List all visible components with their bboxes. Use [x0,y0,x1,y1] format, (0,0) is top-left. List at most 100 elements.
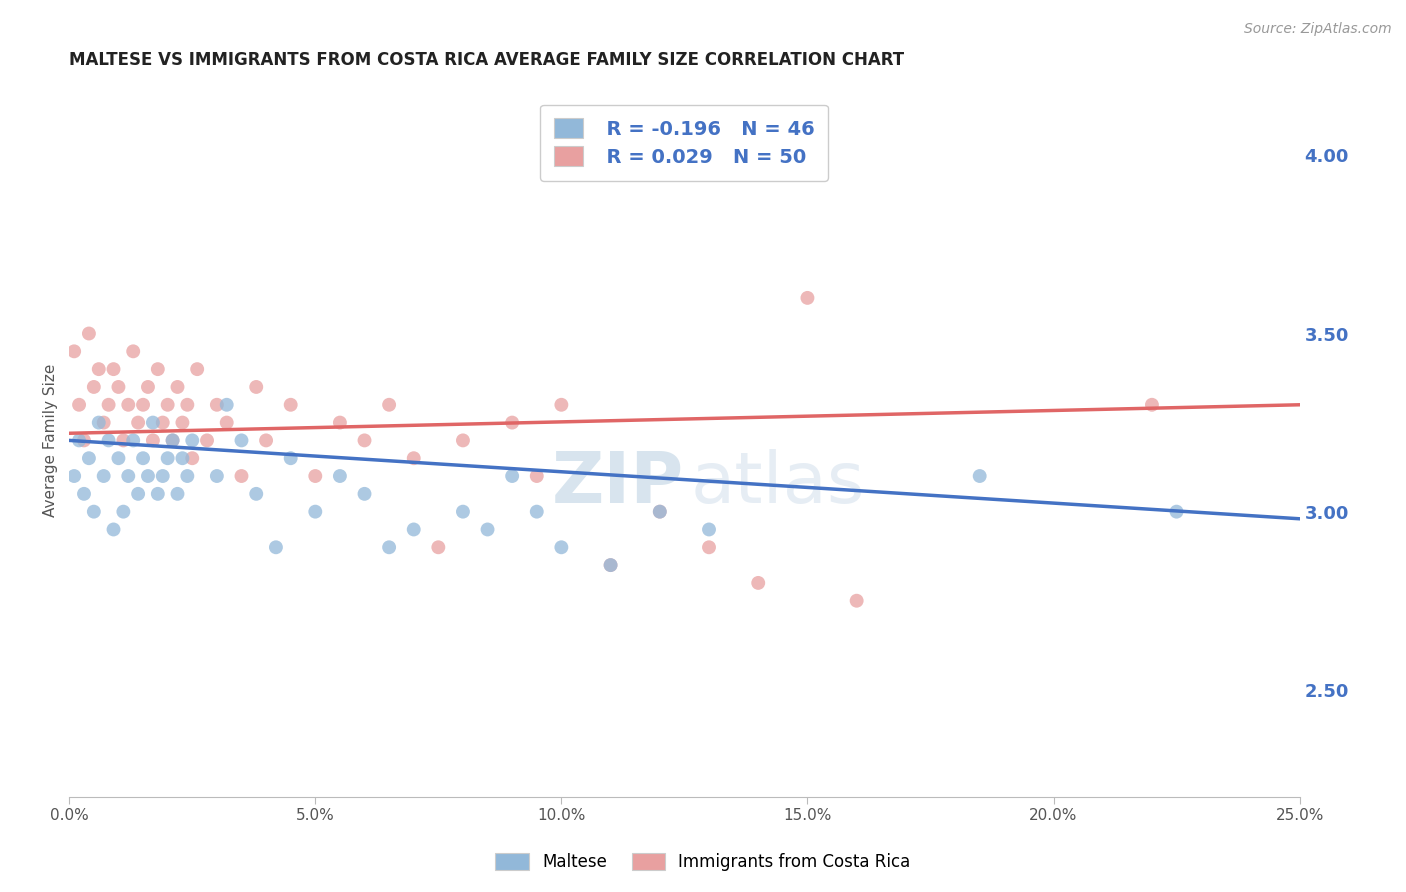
Point [156,451,179,466]
Point [254,434,277,448]
Y-axis label: Average Family Size: Average Family Size [44,364,58,517]
Point [172,451,194,466]
Point [117,398,139,412]
Point [648,505,671,519]
Point [83,505,105,519]
Text: MALTESE VS IMMIGRANTS FROM COSTA RICA AVERAGE FAMILY SIZE CORRELATION CHART: MALTESE VS IMMIGRANTS FROM COSTA RICA AV… [69,51,904,69]
Text: ZIP: ZIP [553,449,685,517]
Point [550,541,572,555]
Point [146,362,169,376]
Point [526,469,548,483]
Point [353,434,375,448]
Point [73,434,96,448]
Point [172,416,194,430]
Point [77,326,100,341]
Point [378,541,401,555]
Point [152,469,174,483]
Point [112,434,135,448]
Point [599,558,621,573]
Point [329,469,352,483]
Point [107,451,129,466]
Point [697,523,720,537]
Point [697,541,720,555]
Point [122,344,145,359]
Point [73,487,96,501]
Point [231,469,253,483]
Point [245,380,267,394]
Point [205,398,228,412]
Point [142,416,165,430]
Point [83,380,105,394]
Point [146,487,169,501]
Point [63,469,86,483]
Point [117,469,139,483]
Point [451,505,474,519]
Point [304,505,326,519]
Point [67,434,90,448]
Point [353,487,375,501]
Point [205,469,228,483]
Point [304,469,326,483]
Point [796,291,818,305]
Point [136,469,159,483]
Point [378,398,401,412]
Point [280,451,302,466]
Point [112,505,135,519]
Point [648,505,671,519]
Point [264,541,287,555]
Point [136,380,159,394]
Point [231,434,253,448]
Point [107,380,129,394]
Point [402,451,425,466]
Legend:   R = -0.196   N = 46,   R = 0.029   N = 50: R = -0.196 N = 46, R = 0.029 N = 50 [540,104,828,180]
Point [451,434,474,448]
Point [747,575,769,590]
Text: atlas: atlas [690,449,865,517]
Point [427,541,450,555]
Legend: Maltese, Immigrants from Costa Rica: Maltese, Immigrants from Costa Rica [486,845,920,880]
Point [215,398,238,412]
Point [550,398,572,412]
Point [501,416,523,430]
Point [501,469,523,483]
Point [132,451,155,466]
Point [280,398,302,412]
Point [402,523,425,537]
Text: Source: ZipAtlas.com: Source: ZipAtlas.com [1244,22,1392,37]
Point [122,434,145,448]
Point [195,434,218,448]
Point [599,558,621,573]
Point [97,398,120,412]
Point [87,362,110,376]
Point [152,416,174,430]
Point [845,593,868,607]
Point [329,416,352,430]
Point [67,398,90,412]
Point [142,434,165,448]
Point [93,469,115,483]
Point [103,362,125,376]
Point [166,487,188,501]
Point [1166,505,1188,519]
Point [176,398,198,412]
Point [162,434,184,448]
Point [127,487,149,501]
Point [93,416,115,430]
Point [132,398,155,412]
Point [156,398,179,412]
Point [245,487,267,501]
Point [215,416,238,430]
Point [162,434,184,448]
Point [477,523,499,537]
Point [87,416,110,430]
Point [103,523,125,537]
Point [186,362,208,376]
Point [526,505,548,519]
Point [127,416,149,430]
Point [181,434,204,448]
Point [181,451,204,466]
Point [1140,398,1163,412]
Point [166,380,188,394]
Point [97,434,120,448]
Point [77,451,100,466]
